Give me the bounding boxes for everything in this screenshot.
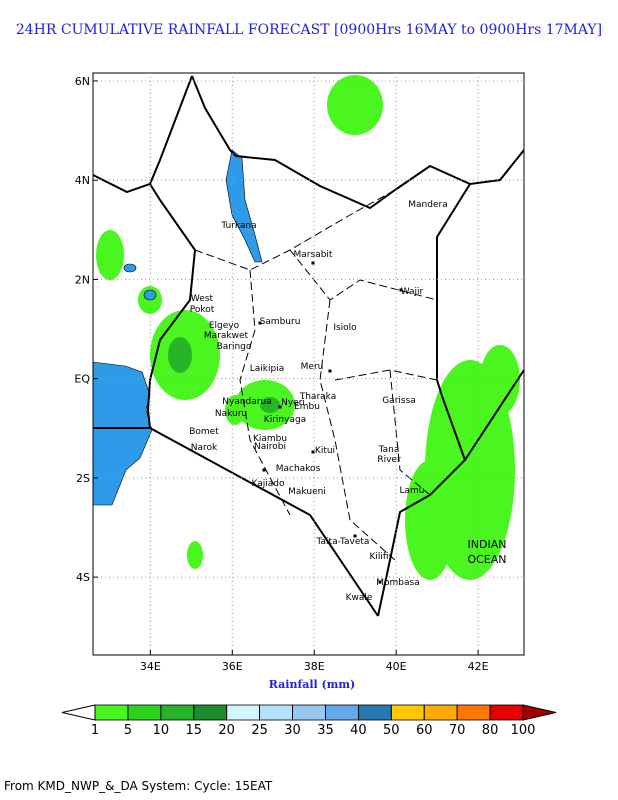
y-tick-label: EQ — [74, 373, 90, 386]
place-label: Tharaka — [299, 392, 337, 402]
colorbar-box — [325, 704, 359, 721]
colorbar-box — [94, 704, 129, 721]
colorbar-box — [423, 704, 458, 721]
lakes — [92, 149, 263, 506]
place-label: Narok — [191, 443, 218, 453]
place-label: Marakwet — [204, 331, 249, 341]
colorbar-label: 40 — [350, 723, 367, 738]
county-lines — [194, 189, 438, 561]
y-tick-label: 4S — [76, 571, 90, 584]
colorbar-box — [357, 704, 392, 721]
place-label: Kirinyaga — [264, 415, 306, 425]
x-tick-label: 38E — [304, 660, 325, 673]
place-label: Kwale — [346, 593, 373, 603]
place-label: Kiambu — [253, 434, 287, 444]
place-dot — [278, 405, 282, 409]
colorbar-label: 30 — [284, 723, 301, 738]
rain-heavier — [168, 337, 280, 413]
place-label: Nairobi — [254, 442, 286, 452]
colorbar-box — [127, 704, 162, 721]
place-label: Isiolo — [333, 323, 357, 333]
y-tick-label: 2S — [76, 472, 90, 485]
colorbar-label: 20 — [218, 723, 235, 738]
place-label: Bomet — [189, 427, 219, 437]
place-label: Mandera — [408, 200, 447, 210]
y-tick-label: 4N — [75, 174, 90, 187]
colorbar-label: 100 — [511, 723, 536, 738]
place-label: Laikipia — [250, 364, 284, 374]
place-label: Samburu — [260, 317, 301, 327]
place-dot — [353, 534, 357, 538]
place-dot — [328, 369, 332, 373]
y-tick-label: 2N — [75, 273, 90, 286]
place-label: Nyeri — [281, 398, 305, 408]
place-label: Machakos — [276, 464, 321, 474]
place-label: Kitui — [315, 446, 335, 456]
place-dot — [262, 468, 266, 472]
colorbar-over — [522, 704, 557, 721]
place-label: Lamu — [399, 486, 424, 496]
colorbar-box — [226, 704, 261, 721]
place-label: Mombasa — [376, 578, 419, 588]
place-label: Pokot — [190, 305, 215, 315]
place-dots — [258, 261, 403, 584]
colorbar-label: 70 — [449, 723, 466, 738]
place-label: River — [377, 455, 401, 465]
colorbar-label: 80 — [482, 723, 499, 738]
x-tick-label: 40E — [386, 660, 407, 673]
colorbar-label: 10 — [153, 723, 170, 738]
footer: From KMD_NWP_&_DA System: Cycle: 15EAT — [4, 779, 273, 793]
place-label: OCEAN — [467, 553, 506, 566]
colorbar-box — [489, 704, 524, 721]
place-dot — [258, 321, 262, 325]
borders — [92, 75, 525, 617]
x-tick-label: 42E — [468, 660, 489, 673]
x-tick-label: 34E — [140, 660, 161, 673]
map-frame — [92, 72, 525, 656]
place-label: Marsabit — [294, 250, 333, 260]
place-label: Nyandarua — [222, 397, 271, 407]
place-dot — [378, 580, 382, 584]
colorbar-label: 25 — [251, 723, 268, 738]
y-tick-label: 6N — [75, 75, 90, 88]
place-label: Kilifi — [369, 552, 388, 562]
colorbar-title: Rainfall (mm) — [269, 678, 355, 691]
place-label: Kajiado — [252, 479, 285, 489]
place-label: Garissa — [382, 396, 416, 406]
place-label: Taita-Taveta — [316, 537, 370, 547]
place-label: Tana — [378, 445, 400, 455]
place-dot — [311, 261, 315, 265]
colorbar-label: 35 — [317, 723, 334, 738]
colorbar-label: 60 — [416, 723, 433, 738]
place-label: Wajir — [401, 287, 424, 297]
colorbar-box — [390, 704, 425, 721]
place-dot — [311, 450, 315, 454]
place-label: Turkana — [220, 221, 256, 231]
colorbar-label: 50 — [383, 723, 400, 738]
colorbar-label: 15 — [185, 723, 202, 738]
place-label: Elgeyo — [209, 321, 240, 331]
colorbar-box — [292, 704, 326, 721]
place-label: Meru — [301, 362, 324, 372]
place-label: Makueni — [288, 487, 326, 497]
colorbar-under — [61, 704, 96, 721]
colorbar-label: 5 — [124, 723, 132, 738]
colorbar-label: 1 — [91, 723, 99, 738]
place-label: INDIAN — [468, 538, 507, 551]
map-layer — [92, 75, 525, 617]
colorbar-box — [259, 704, 293, 721]
place-label: West — [191, 294, 214, 304]
place-label: Baringo — [217, 342, 252, 352]
place-label: Embu — [294, 402, 320, 412]
title: 24HR CUMULATIVE RAINFALL FORECAST [0900H… — [16, 22, 602, 38]
colorbar-box — [193, 704, 228, 721]
colorbar-box — [456, 704, 491, 721]
rain-areas — [96, 75, 520, 580]
place-dot — [399, 288, 403, 292]
x-tick-label: 36E — [222, 660, 243, 673]
place-label: Nakuru — [215, 409, 247, 419]
colorbar-box — [160, 704, 195, 721]
